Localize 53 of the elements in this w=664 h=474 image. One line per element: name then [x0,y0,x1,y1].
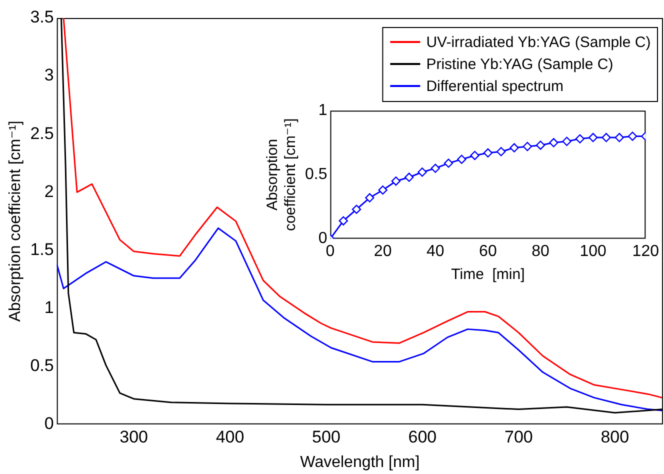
x-tick-label: 300 [120,427,148,446]
point [496,147,506,156]
point [444,158,454,168]
y-axis-title: Absorption coefficient [cm⁻¹] [264,118,300,232]
y-tick-label: 0 [318,230,328,248]
y-tick-label: 1.5 [30,240,54,259]
point [404,172,414,182]
point [575,134,585,144]
point [430,164,440,173]
y-tick-label: 3 [44,66,54,85]
point [536,140,546,150]
x-tick-label: 800 [600,427,630,446]
y-tick-label: 2 [44,182,54,201]
point [602,132,611,142]
x-tick-label: 700 [504,427,533,446]
y-tick-label: 0 [44,414,54,434]
point [391,176,401,186]
x-tick-label: 120 [632,242,660,260]
point [378,185,388,195]
point [510,143,519,152]
x-tick-label: 40 [426,242,444,260]
point [352,204,362,214]
y-tick-label: 0.5 [304,166,328,184]
x-tick-label: 400 [216,427,244,446]
point [457,154,466,164]
y-tick-label: 3.5 [30,8,54,27]
y-tick-label: 0.5 [30,356,54,376]
x-tick-label: 500 [312,427,340,446]
x-tick-label: 20 [374,242,392,260]
x-tick-label: 100 [580,242,607,260]
x-axis-title: Time [min] [451,266,525,284]
point [588,132,598,142]
point [338,216,348,226]
x-tick-label: 600 [408,427,437,446]
legend-label: Pristine Yb:YAG (Sample C) [426,56,614,74]
point [470,150,480,160]
legend-label: UV-irradiated Yb:YAG (Sample C) [426,34,651,52]
point [418,168,427,177]
x-tick-label: 80 [532,242,550,260]
x-axis-title: Wavelength [nm] [300,454,420,471]
point [365,193,374,202]
point [549,138,558,148]
point [483,148,493,158]
point [562,136,572,146]
y-tick-label: 2.5 [30,124,54,143]
point [522,142,532,152]
point [614,132,624,142]
legend-label: Differential spectrum [426,78,564,96]
point [628,132,638,141]
y-tick-label: 1 [318,102,328,120]
y-axis-title: Absorption coefficient [cm⁻¹] [7,120,24,322]
y-tick-label: 1 [44,298,54,317]
x-tick-label: 60 [479,242,497,260]
